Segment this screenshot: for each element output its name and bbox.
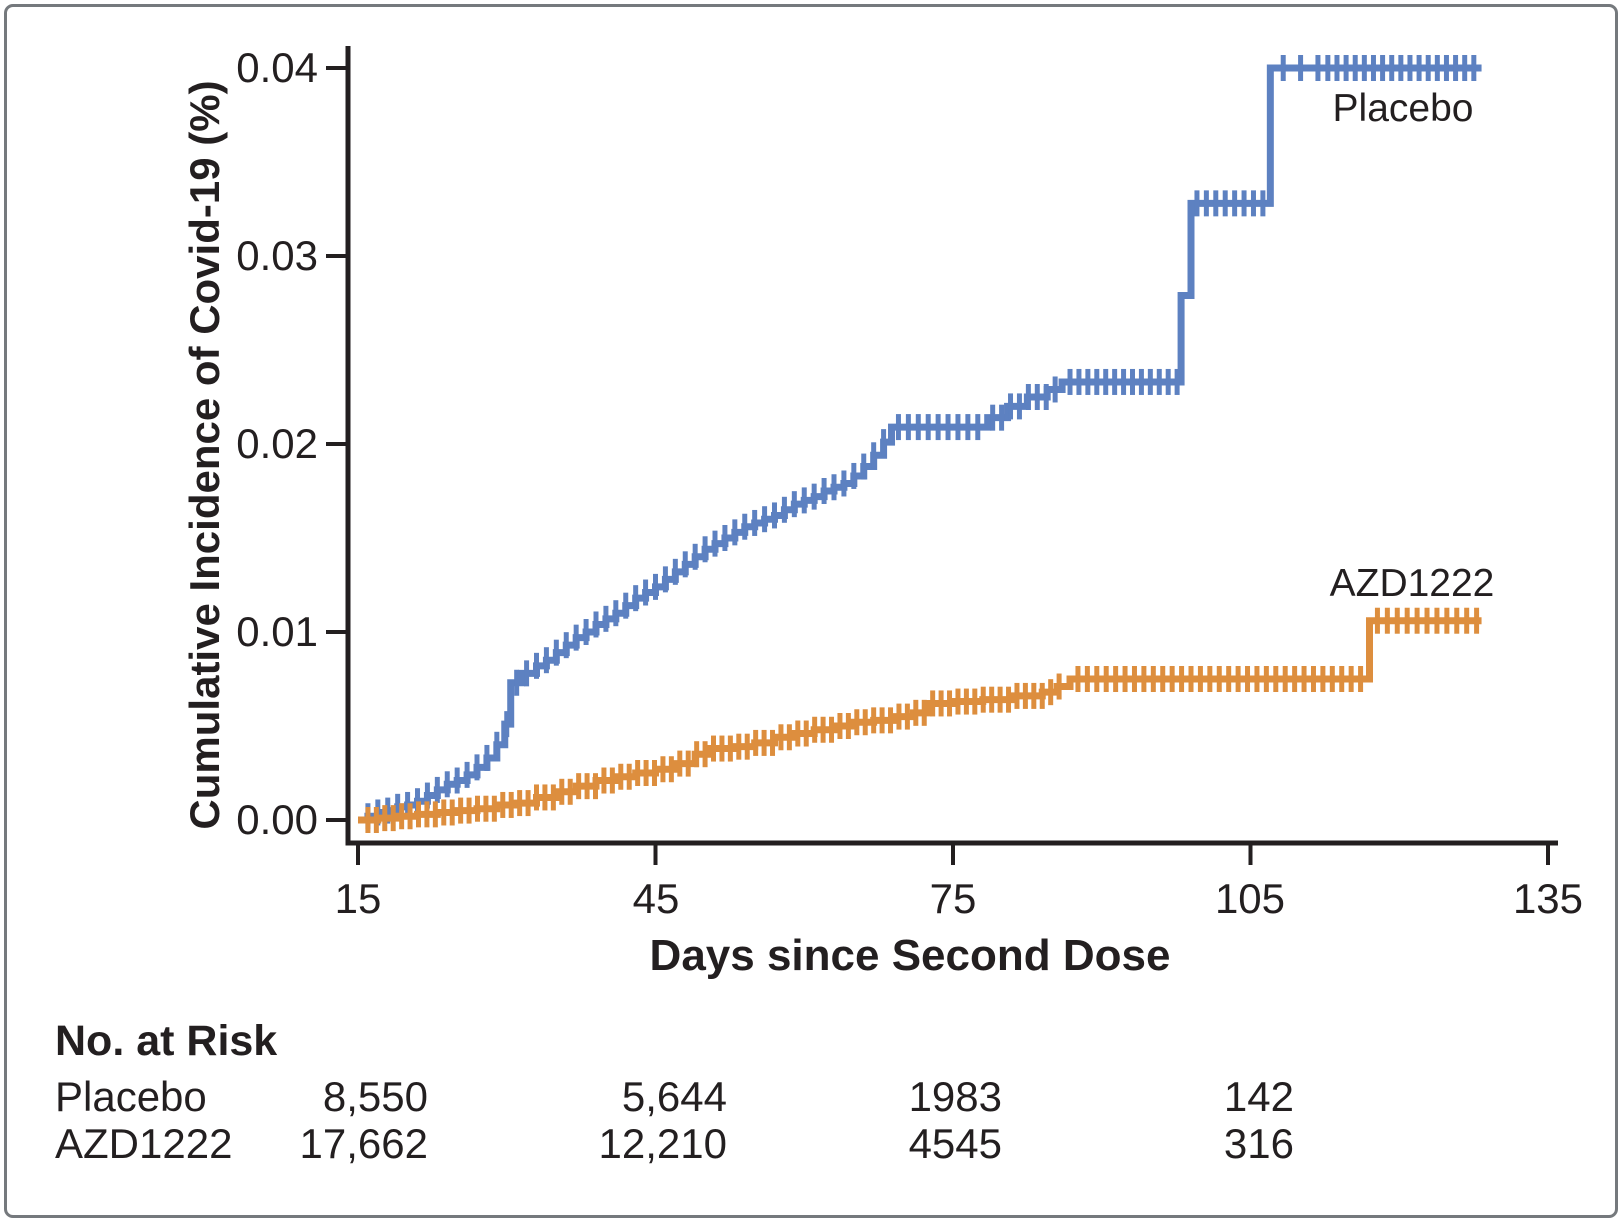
risk-value-day75: 4545 (908, 1120, 1002, 1167)
y-axis-title: Cumulative Incidence of Covid-19 (%) (181, 80, 228, 830)
y-tick-label-0.00: 0.00 (236, 796, 318, 843)
x-tick-label-75: 75 (929, 875, 977, 922)
risk-value-day75: 1983 (908, 1073, 1002, 1120)
series-curve-placebo (358, 64, 1482, 824)
series-label-azd1222: AZD1222 (1329, 562, 1495, 605)
risk-value-day45: 12,210 (598, 1120, 727, 1167)
risk-value-day105: 316 (1223, 1120, 1294, 1167)
risk-value-day45: 5,644 (621, 1073, 727, 1120)
risk-value-day15: 8,550 (322, 1073, 428, 1120)
y-tick-label-0.04: 0.04 (236, 44, 318, 91)
y-tick-label-0.03: 0.03 (236, 232, 318, 279)
risk-table-row-azd1222: AZD1222 17,662 12,210 4545 316 (0, 1120, 1622, 1170)
risk-value-day15: 17,662 (299, 1120, 428, 1167)
x-axis-title: Days since Second Dose (649, 931, 1171, 980)
x-tick-label-15: 15 (334, 875, 382, 922)
risk-value-day105: 142 (1223, 1073, 1294, 1120)
figure-frame (4, 4, 1618, 1218)
risk-table-row-placebo: Placebo 8,550 5,644 1983 142 (0, 1073, 1622, 1123)
series-label-placebo: Placebo (1332, 87, 1474, 130)
y-tick-label-0.01: 0.01 (236, 608, 318, 655)
risk-row-label: AZD1222 (55, 1120, 233, 1167)
y-tick-label-0.02: 0.02 (236, 420, 318, 467)
risk-table-heading: No. at Risk (55, 1017, 278, 1065)
risk-row-label: Placebo (55, 1073, 207, 1120)
x-tick-label-135: 135 (1512, 875, 1584, 922)
x-tick-label-45: 45 (632, 875, 680, 922)
x-tick-label-105: 105 (1214, 875, 1286, 922)
